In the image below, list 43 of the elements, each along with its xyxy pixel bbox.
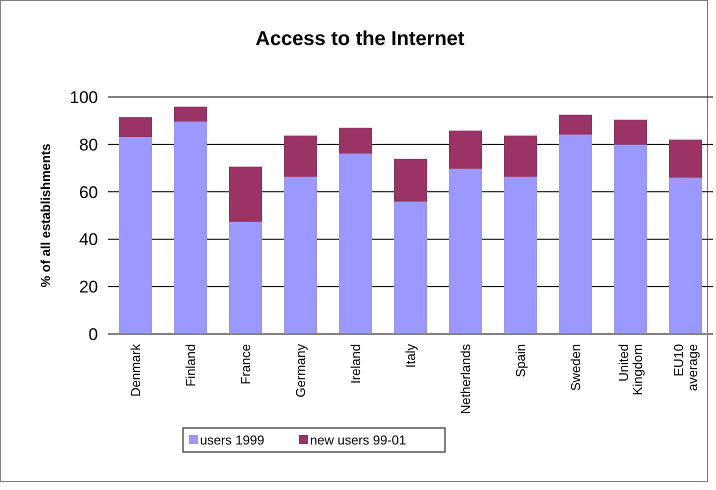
x-tick-label: Netherlands [458, 344, 474, 414]
bar [174, 106, 207, 122]
y-tick-label: 60 [79, 182, 98, 202]
bar [394, 158, 427, 202]
bar [339, 154, 372, 334]
x-tick-label: Spain [513, 344, 528, 378]
legend-label: new users 99-01 [310, 432, 406, 448]
chart-title: Access to the Internet [256, 28, 465, 50]
bar [449, 168, 482, 334]
bar [229, 222, 262, 334]
x-tick-label: EU10 average [671, 344, 700, 391]
bar [614, 144, 647, 334]
bar [669, 178, 702, 334]
bar [559, 134, 592, 334]
x-tick-label: Finland [183, 344, 198, 387]
legend-label: users 1999 [200, 432, 264, 448]
bar [229, 166, 262, 222]
x-tick-label: France [238, 344, 254, 384]
bar [119, 117, 152, 138]
bar [504, 136, 537, 177]
y-tick-label: 20 [79, 278, 98, 297]
y-tick-label: 40 [79, 230, 98, 250]
bar [504, 176, 537, 334]
x-tick-label: United Kingdom [616, 344, 646, 396]
bar [119, 137, 152, 334]
x-tick-label: Sweden [568, 344, 584, 391]
bar [559, 114, 592, 135]
x-tick-label: Germany [293, 344, 308, 398]
y-axis-title: % of all establishments [38, 144, 53, 288]
bar [284, 176, 317, 334]
y-tick-label: 80 [79, 135, 98, 154]
x-tick-label: Ireland [348, 344, 364, 384]
x-tick-label: Denmark [128, 344, 144, 397]
bar [394, 202, 427, 334]
bar [669, 140, 702, 178]
y-tick-label: 100 [70, 88, 98, 107]
y-tick-label: 0 [88, 324, 98, 344]
bar [614, 120, 647, 145]
x-tick-label: Italy [403, 344, 418, 368]
bar [174, 122, 207, 334]
bar [284, 136, 317, 177]
bar [449, 130, 482, 169]
bar [339, 128, 372, 154]
